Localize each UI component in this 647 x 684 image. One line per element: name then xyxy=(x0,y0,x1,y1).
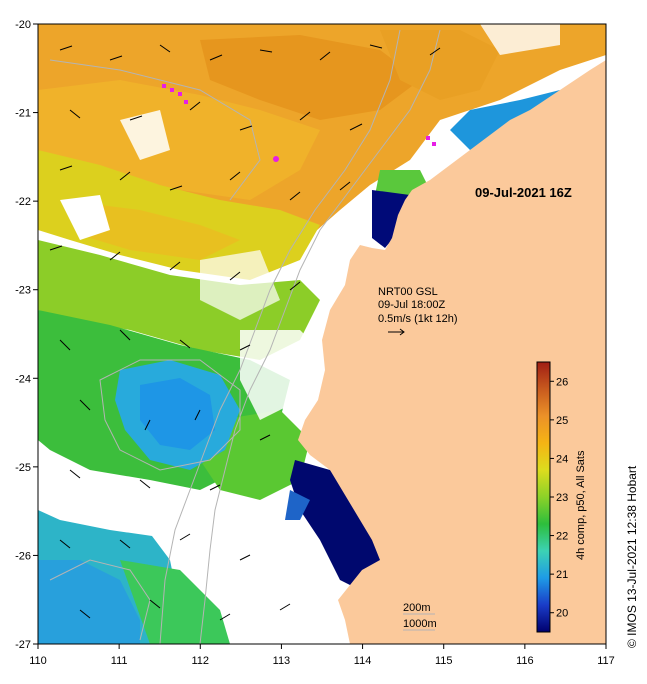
colorbar-gradient xyxy=(536,361,551,633)
colorbar-tick-label: 23 xyxy=(556,492,568,504)
lat-tick-label: -24 xyxy=(15,373,31,385)
lat-tick-label: -20 xyxy=(15,19,31,31)
wind-scale-label: 0.5m/s (1kt 12h) xyxy=(378,313,457,325)
colorbar-tick-label: 24 xyxy=(556,453,568,465)
lon-tick-label: 115 xyxy=(435,655,453,667)
wind-vectors xyxy=(49,44,441,621)
flagged-pixels xyxy=(162,84,436,162)
contour-1000-label: 1000m xyxy=(403,618,437,630)
sst-field xyxy=(38,24,606,644)
lat-tick-label: -22 xyxy=(15,196,31,208)
colorbar: 20 21 22 23 24 25 26 4h comp, p50, All Sats xyxy=(536,361,587,633)
land-mass xyxy=(298,24,606,644)
date-stamp: 09-Jul-2021 16Z xyxy=(475,185,572,200)
bathymetry-contours xyxy=(49,29,441,644)
map-frame xyxy=(37,23,607,645)
lat-tick-label: -23 xyxy=(15,285,31,297)
wind-time-label: 09-Jul 18:00Z xyxy=(378,299,446,311)
wind-reference-arrow xyxy=(388,328,405,336)
lon-tick-label: 110 xyxy=(29,655,47,667)
colorbar-tick-label: 21 xyxy=(556,569,568,581)
lon-tick-label: 117 xyxy=(597,655,615,667)
colorbar-label: 4h comp, p50, All Sats xyxy=(575,450,587,560)
lon-tick-label: 116 xyxy=(516,655,534,667)
lat-tick-label: -26 xyxy=(15,550,31,562)
map-plot-area: 09-Jul-2021 16Z NRT00 GSL 09-Jul 18:00Z … xyxy=(38,24,606,644)
colorbar-tick-label: 22 xyxy=(556,531,568,543)
lon-tick-label: 111 xyxy=(111,655,128,667)
colorbar-tick-label: 25 xyxy=(556,415,568,427)
lon-tick-label: 112 xyxy=(192,655,210,667)
lon-tick-label: 113 xyxy=(273,655,291,667)
lat-tick-label: -25 xyxy=(15,462,31,474)
credit-label: © IMOS 13-Jul-2021 12:38 Hobart xyxy=(625,465,639,648)
colorbar-tick-label: 26 xyxy=(556,376,568,388)
lon-tick-label: 114 xyxy=(354,655,372,667)
colorbar-tick-label: 20 xyxy=(556,608,568,620)
axis-ticks: 110 111 112 113 114 115 116 117 -20 -21 -22 -23 -24 -… xyxy=(15,19,615,667)
lat-tick-label: -27 xyxy=(15,639,31,651)
wind-source-label: NRT00 GSL xyxy=(378,286,438,298)
lat-tick-label: -21 xyxy=(15,108,31,120)
contour-200-label: 200m xyxy=(403,602,431,614)
